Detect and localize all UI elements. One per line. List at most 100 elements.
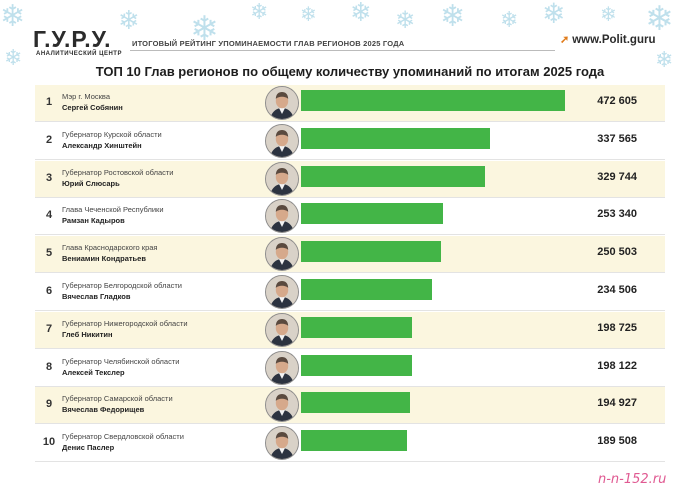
avatar — [265, 350, 299, 385]
snowflake-icon: ❄ — [500, 8, 519, 33]
rank-number: 5 — [45, 247, 53, 260]
data-label: 329 744 — [597, 170, 637, 183]
table-row: 7 Губернатор Нижегородской области Глеб Ни… — [35, 311, 665, 349]
official-position: Глава Чеченской Республики — [62, 205, 164, 215]
header: Г.У.Р.У. АНАЛИТИЧЕСКИЙ ЦЕНТР ИТОГОВЫЙ РЕ… — [0, 0, 700, 62]
official-name: Вячеслав Гладков — [62, 292, 131, 301]
row-divider — [35, 121, 665, 122]
data-label: 337 565 — [597, 132, 637, 145]
snowflake-icon: ❄ — [300, 2, 317, 26]
bar — [301, 316, 412, 338]
official-position: Губернатор Челябинской области — [62, 356, 180, 366]
table-row: 6 Губернатор Белгородской области Вячеслав… — [35, 274, 665, 311]
official-name: Сергей Собянин — [62, 103, 123, 112]
bar — [301, 354, 412, 376]
table-row: 10 Губернатор Свердловской области Денис П… — [35, 425, 665, 463]
avatar — [265, 86, 299, 120]
data-label: 189 508 — [597, 435, 637, 448]
snowflake-icon: ❄ — [440, 0, 466, 34]
chart-title: ТОП 10 Глав регионов по общему количеств… — [95, 64, 605, 79]
avatar — [265, 161, 299, 196]
arrow-icon: ➚ — [560, 34, 570, 46]
avatar — [265, 123, 299, 158]
data-label: 234 506 — [597, 284, 637, 296]
official-position: Глава Краснодарского края — [62, 243, 158, 253]
snowflake-icon: ❄ — [0, 0, 26, 34]
snowflake-icon: ❄ — [542, 0, 566, 30]
data-label: 250 503 — [597, 246, 637, 259]
bar — [301, 90, 565, 111]
avatar — [265, 237, 299, 272]
row-divider — [35, 385, 665, 387]
bar — [301, 241, 441, 263]
official-name: Рамзан Кадыров — [62, 216, 125, 226]
rank-number: 3 — [45, 171, 53, 184]
bar — [301, 127, 490, 149]
avatar — [265, 199, 299, 234]
table-row: 8 Губернатор Челябинской области Алексей Т… — [35, 350, 665, 387]
official-position: Мэр г. Москва — [62, 92, 111, 101]
row-divider — [35, 461, 665, 463]
avatar — [265, 388, 299, 423]
bar — [301, 165, 486, 187]
avatar — [265, 312, 299, 347]
snowflake-icon: ❄ — [645, 0, 674, 39]
official-name: Вячеслав Федорищев — [62, 405, 145, 415]
row-divider — [35, 423, 665, 425]
official-position: Губернатор Нижегородской области — [62, 318, 188, 328]
data-label: 253 340 — [597, 208, 637, 221]
watermark: n-n-152.ru — [598, 472, 667, 487]
official-position: Губернатор Белгородской области — [62, 281, 182, 290]
official-name: Алексей Текслер — [62, 367, 125, 377]
row-divider — [35, 272, 665, 274]
table-row: 3 Губернатор Ростовской области Юрий Слюса… — [35, 160, 665, 198]
rank-number: 10 — [42, 436, 56, 449]
snowflake-icon: ❄ — [600, 2, 617, 26]
snowflake-icon: ❄ — [395, 6, 416, 34]
snowflake-icon: ❄ — [655, 48, 674, 73]
logo: Г.У.Р.У. — [33, 26, 112, 52]
official-name: Денис Паслер — [62, 443, 115, 453]
row-divider — [35, 196, 665, 198]
bar — [301, 430, 407, 452]
row-divider — [35, 347, 665, 349]
rank-number: 8 — [45, 360, 53, 373]
official-position: Губернатор Самарской области — [62, 394, 173, 404]
snowflake-icon: ❄ — [4, 46, 23, 71]
table-row: 5 Глава Краснодарского края Вениамин Кондр… — [35, 236, 665, 274]
header-divider — [130, 50, 555, 51]
rank-number: 4 — [45, 209, 53, 222]
data-label: 194 927 — [597, 397, 637, 410]
rank-number: 1 — [45, 96, 53, 108]
data-label: 198 725 — [597, 321, 637, 334]
row-divider — [35, 310, 665, 311]
official-name: Вениамин Кондратьев — [62, 254, 146, 264]
rank-number: 9 — [45, 398, 53, 411]
snowflake-icon: ❄ — [250, 0, 269, 25]
snowflake-icon: ❄ — [350, 0, 372, 28]
avatar — [265, 275, 299, 309]
official-name: Глеб Никитин — [62, 329, 113, 339]
bar — [301, 279, 432, 300]
site-link-text: www.Polit.guru — [572, 34, 656, 46]
data-label: 472 605 — [597, 95, 637, 107]
table-row: 1 Мэр г. Москва Сергей Собянин 472 605 — [35, 85, 665, 122]
rank-number: 7 — [45, 322, 53, 335]
official-name: Александр Хинштейн — [62, 140, 142, 150]
table-row: 2 Губернатор Курской области Александр Хин… — [35, 123, 665, 160]
bar — [301, 203, 443, 225]
bar — [301, 392, 410, 414]
official-position: Губернатор Свердловской области — [62, 432, 184, 442]
snowflake-icon: ❄ — [190, 9, 219, 49]
site-link[interactable]: ➚ www.Polit.guru — [560, 33, 655, 46]
data-label: 198 122 — [597, 359, 637, 372]
avatar — [265, 426, 299, 461]
official-name: Юрий Слюсарь — [62, 178, 120, 188]
row-divider — [35, 234, 665, 236]
official-position: Губернатор Курской области — [62, 129, 162, 139]
logo-subtitle: АНАЛИТИЧЕСКИЙ ЦЕНТР — [36, 51, 122, 57]
table-row: 9 Губернатор Самарской области Вячеслав Фе… — [35, 387, 665, 425]
official-position: Губернатор Ростовской области — [62, 167, 174, 177]
row-divider — [35, 158, 665, 160]
rank-number: 6 — [45, 285, 53, 297]
